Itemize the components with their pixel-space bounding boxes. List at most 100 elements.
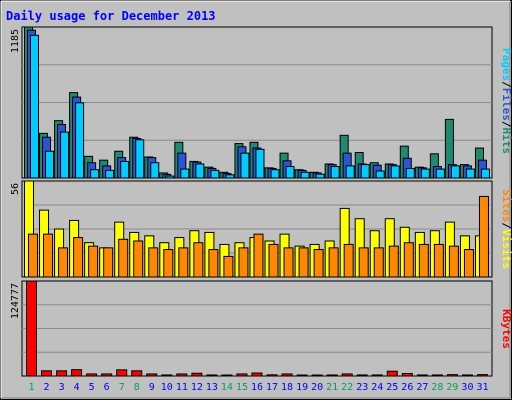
x-tick-label-31: 31 <box>476 382 488 393</box>
bar-pages-22 <box>345 165 355 179</box>
bar-sites-11 <box>178 247 189 278</box>
legend-entry-separator: / <box>500 222 512 229</box>
bar-sites-26 <box>403 242 414 278</box>
bar-kbytes-25 <box>386 370 398 377</box>
bar-kbytes-21 <box>326 374 338 377</box>
bar-pages-29 <box>450 165 460 179</box>
x-tick-label-14: 14 <box>221 382 233 393</box>
x-tick-label-7: 7 <box>119 382 125 393</box>
panel-visits-legend: Sites/Visits <box>500 189 512 269</box>
bar-pages-15 <box>240 152 250 179</box>
bar-sites-21 <box>328 247 339 278</box>
bar-kbytes-4 <box>71 369 83 377</box>
bar-sites-22 <box>343 243 354 278</box>
legend-entry-pages: Pages <box>500 48 512 81</box>
bar-kbytes-22 <box>341 373 353 377</box>
x-tick-label-3: 3 <box>59 382 65 393</box>
bar-sites-18 <box>283 247 294 278</box>
bar-kbytes-17 <box>266 374 278 377</box>
bar-pages-13 <box>210 169 220 179</box>
bar-sites-30 <box>463 249 474 278</box>
legend-entry-visits: Visits <box>500 229 512 269</box>
bar-kbytes-29 <box>446 374 458 377</box>
bar-pages-28 <box>435 168 445 179</box>
bar-pages-5 <box>90 169 100 179</box>
x-tick-label-18: 18 <box>281 382 293 393</box>
legend-entry-separator: / <box>500 81 512 88</box>
bar-sites-31 <box>478 195 489 278</box>
bar-pages-30 <box>465 168 475 179</box>
bar-sites-9 <box>148 247 159 278</box>
bar-kbytes-30 <box>461 374 473 377</box>
bar-sites-24 <box>373 247 384 278</box>
chart-panels: 1185 Pages/Files/Hits 56Sites/Visits124777… <box>10 26 512 377</box>
x-tick-label-26: 26 <box>401 382 413 393</box>
bar-pages-6 <box>105 169 115 179</box>
bar-sites-27 <box>418 243 429 278</box>
bar-sites-19 <box>298 247 309 278</box>
panel-hits-ymax-label: 1185 <box>10 29 21 53</box>
bar-sites-8 <box>133 240 144 278</box>
panel-visits: 56 Sites/Visits <box>10 180 512 278</box>
bar-kbytes-23 <box>356 374 368 377</box>
bar-kbytes-24 <box>371 374 383 377</box>
x-tick-label-20: 20 <box>311 382 323 393</box>
x-axis-labels: 1 2 3 4 5 6 7 8 9 10 11 12 13 14 15 16 17 18 19 20 21 22 23 24 2… <box>29 382 489 393</box>
bar-sites-12 <box>193 242 204 278</box>
bar-sites-1 <box>28 233 38 278</box>
bar-kbytes-9 <box>146 373 158 377</box>
bar-pages-3 <box>60 131 70 179</box>
bar-pages-10 <box>165 175 175 179</box>
bar-sites-14 <box>223 255 234 278</box>
bar-kbytes-14 <box>221 374 233 377</box>
bar-sites-23 <box>358 247 369 278</box>
x-tick-label-2: 2 <box>44 382 50 393</box>
bar-sites-16 <box>253 233 264 278</box>
bar-pages-7 <box>120 160 130 179</box>
bar-kbytes-18 <box>281 373 293 377</box>
x-tick-label-30: 30 <box>461 382 473 393</box>
bar-pages-27 <box>420 168 430 179</box>
bar-kbytes-27 <box>416 374 428 377</box>
legend-entry-kbytes: KBytes <box>500 309 512 349</box>
panel-kbytes-legend: KBytes <box>500 309 512 349</box>
legend-entry-files: Files <box>500 88 512 121</box>
x-tick-label-25: 25 <box>386 382 398 393</box>
x-tick-label-6: 6 <box>104 382 110 393</box>
x-tick-label-24: 24 <box>371 382 383 393</box>
panel-kbytes: 124777 KBytes <box>10 280 512 377</box>
bar-sites-5 <box>88 245 99 278</box>
bar-sites-7 <box>118 238 129 278</box>
bar-pages-31 <box>480 168 490 179</box>
bar-sites-29 <box>448 245 459 278</box>
bar-pages-1 <box>30 34 39 179</box>
x-tick-label-16: 16 <box>251 382 263 393</box>
legend-entry-sites: Sites <box>500 189 512 222</box>
bar-kbytes-28 <box>431 374 443 377</box>
bar-pages-9 <box>150 162 160 179</box>
bar-sites-10 <box>163 249 174 278</box>
panel-hits-legend: Pages/Files/Hits <box>500 48 512 154</box>
bar-pages-20 <box>315 173 325 179</box>
bar-kbytes-3 <box>56 370 68 377</box>
bar-pages-4 <box>75 102 85 179</box>
bar-kbytes-5 <box>86 373 98 377</box>
bar-pages-18 <box>285 166 295 179</box>
bar-kbytes-11 <box>176 373 188 377</box>
chart-title: Daily usage for December 2013 <box>6 9 216 23</box>
bar-sites-20 <box>313 249 324 278</box>
bar-sites-4 <box>73 237 84 278</box>
x-tick-label-13: 13 <box>206 382 218 393</box>
bar-sites-25 <box>388 245 399 278</box>
x-tick-label-8: 8 <box>134 382 140 393</box>
bar-kbytes-2 <box>41 370 53 377</box>
bar-kbytes-26 <box>401 372 413 377</box>
bar-pages-12 <box>195 163 205 179</box>
legend-entry-separator: / <box>500 121 512 128</box>
x-tick-label-27: 27 <box>416 382 428 393</box>
bar-pages-23 <box>360 164 370 179</box>
bar-pages-14 <box>225 174 235 179</box>
bar-pages-16 <box>255 148 265 179</box>
x-tick-label-1: 1 <box>29 382 35 393</box>
